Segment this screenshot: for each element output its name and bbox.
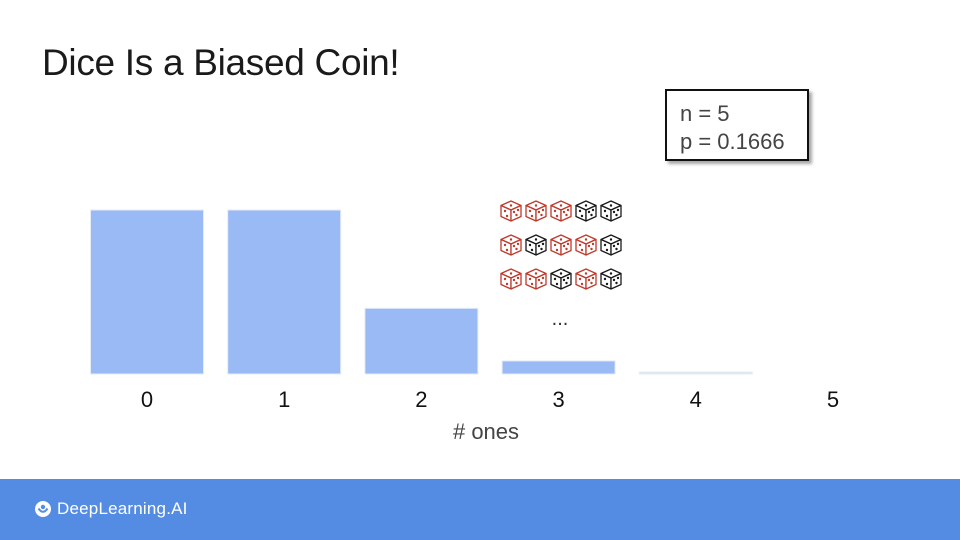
die-black-icon <box>600 200 622 222</box>
param-n: n = 5 <box>680 101 730 126</box>
x-tick-labels: 0 1 2 3 4 5 <box>141 387 839 412</box>
die-black-icon <box>600 234 622 256</box>
die-red-icon <box>525 200 547 222</box>
x-tick-0: 0 <box>141 387 153 412</box>
die-red-icon <box>525 268 547 290</box>
die-red-icon <box>575 268 597 290</box>
bar-1 <box>227 209 342 375</box>
bar-0 <box>90 209 204 375</box>
deeplearning-logo-icon <box>35 501 51 517</box>
brand-logo: DeepLearning.AI <box>34 499 188 519</box>
footer-bar <box>0 479 960 540</box>
bar-2 <box>364 307 479 375</box>
slide-title: Dice Is a Biased Coin! <box>42 42 400 83</box>
die-red-icon <box>575 234 597 256</box>
brand-name: DeepLearning.AI <box>57 499 188 518</box>
x-tick-3: 3 <box>552 387 564 412</box>
die-black-icon <box>600 268 622 290</box>
x-tick-1: 1 <box>278 387 290 412</box>
die-black-icon <box>525 234 547 256</box>
bar-3 <box>501 360 616 375</box>
die-black-icon <box>550 268 572 290</box>
binomial-bar-chart: 0 1 2 3 4 5 # ones ... <box>90 200 839 444</box>
x-axis-label: # ones <box>453 419 519 444</box>
die-black-icon <box>575 200 597 222</box>
dice-illustration <box>500 200 622 290</box>
param-p: p = 0.1666 <box>680 129 785 154</box>
x-tick-5: 5 <box>827 387 839 412</box>
die-red-icon <box>550 200 572 222</box>
parameters-box: n = 5 p = 0.1666 <box>665 89 809 161</box>
x-tick-2: 2 <box>415 387 427 412</box>
bars-group <box>90 209 753 375</box>
die-red-icon <box>500 268 522 290</box>
die-red-icon <box>500 200 522 222</box>
bar-4 <box>638 371 753 375</box>
die-red-icon <box>500 234 522 256</box>
dice-ellipsis: ... <box>552 308 569 330</box>
x-tick-4: 4 <box>690 387 702 412</box>
die-red-icon <box>550 234 572 256</box>
